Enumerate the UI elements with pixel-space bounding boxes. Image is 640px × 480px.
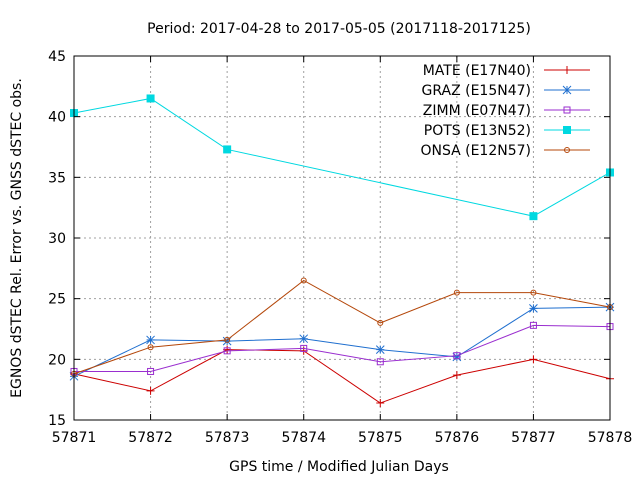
data-point bbox=[564, 147, 570, 153]
series-line-graz bbox=[73, 306, 611, 377]
data-point bbox=[146, 335, 155, 345]
legend-item-zimm: ZIMM (E07N47) bbox=[423, 103, 590, 119]
legend-label: ZIMM (E07N47) bbox=[423, 103, 531, 119]
data-point bbox=[300, 277, 307, 284]
y-tick-label: 35 bbox=[48, 170, 66, 186]
data-point bbox=[300, 344, 308, 352]
x-tick-label: 57872 bbox=[128, 430, 173, 446]
legend-item-mate: MATE (E17N40) bbox=[423, 63, 590, 79]
data-point bbox=[223, 145, 232, 154]
data-point bbox=[562, 85, 572, 95]
y-tick-label: 30 bbox=[48, 231, 66, 247]
y-tick-label: 45 bbox=[48, 49, 66, 65]
data-point bbox=[375, 345, 385, 354]
y-tick-label: 25 bbox=[48, 292, 66, 308]
data-point bbox=[223, 347, 231, 355]
y-tick-label: 20 bbox=[48, 352, 66, 368]
y-tick-label: 15 bbox=[48, 413, 66, 429]
x-tick-label: 57878 bbox=[588, 430, 633, 446]
data-point bbox=[530, 289, 537, 296]
data-point bbox=[147, 344, 154, 351]
series-line-onsa bbox=[73, 279, 611, 375]
series-pots bbox=[70, 94, 614, 221]
y-axis-label: EGNOS dSTEC Rel. Error vs. GNSS dSTEC ob… bbox=[9, 78, 25, 398]
legend-item-graz: GRAZ (E15N47) bbox=[422, 83, 590, 99]
data-point bbox=[147, 367, 155, 375]
data-point bbox=[529, 212, 538, 221]
x-tick-label: 57874 bbox=[281, 430, 326, 446]
data-point bbox=[224, 336, 231, 343]
legend-label: ONSA (E12N57) bbox=[420, 143, 531, 159]
series-layer bbox=[69, 94, 615, 408]
x-tick-label: 57873 bbox=[205, 430, 250, 446]
data-point bbox=[529, 321, 537, 329]
data-point bbox=[376, 358, 384, 366]
axis-ticks: 57871 57872 57873 57874 57875 57876 57877 57878… bbox=[48, 49, 632, 446]
chart-title: Period: 2017-04-28 to 2017-05-05 (201711… bbox=[147, 21, 531, 37]
legend-label: GRAZ (E15N47) bbox=[422, 83, 532, 99]
data-point bbox=[529, 304, 538, 313]
x-tick-label: 57877 bbox=[511, 430, 556, 446]
series-line-zimm bbox=[74, 324, 611, 372]
x-axis-label: GPS time / Modified Julian Days bbox=[229, 459, 449, 475]
data-point bbox=[377, 319, 384, 326]
legend: MATE (E17N40) GRAZ (E15N47) ZIMM (E07N47) P… bbox=[420, 63, 590, 159]
legend-label: POTS (E13N52) bbox=[424, 123, 531, 139]
x-tick-label: 57875 bbox=[358, 430, 403, 446]
data-point bbox=[299, 334, 309, 344]
data-point bbox=[146, 94, 155, 103]
data-point bbox=[453, 289, 460, 296]
x-tick-label: 57876 bbox=[435, 430, 480, 446]
legend-item-onsa: ONSA (E12N57) bbox=[420, 143, 590, 159]
series-line-mate bbox=[73, 349, 611, 404]
series-zimm bbox=[70, 321, 614, 375]
data-point bbox=[563, 106, 571, 114]
legend-label: MATE (E17N40) bbox=[423, 63, 531, 79]
data-point bbox=[453, 352, 461, 360]
series-onsa bbox=[71, 277, 613, 377]
x-tick-label: 57871 bbox=[52, 430, 97, 446]
series-graz bbox=[69, 302, 615, 381]
legend-item-pots: POTS (E13N52) bbox=[424, 123, 590, 139]
y-tick-label: 40 bbox=[48, 110, 66, 126]
data-point bbox=[563, 126, 571, 134]
grid-lines bbox=[74, 56, 610, 420]
